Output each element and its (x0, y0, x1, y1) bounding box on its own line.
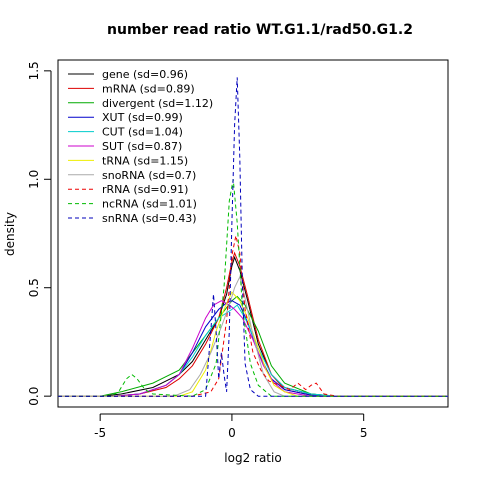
legend: gene (sd=0.96)mRNA (sd=0.89) divergent (s… (68, 68, 213, 225)
series-line-8 (58, 235, 448, 397)
legend-entry-8: rRNA (sd=0.91) (102, 183, 188, 196)
series-line-7 (58, 275, 448, 397)
series-line-5 (58, 300, 448, 397)
legend-entry-6: tRNA (sd=1.15) (102, 154, 188, 167)
legend-entry-1: mRNA (sd=0.89) (102, 82, 195, 95)
legend-entry-3: XUT (sd=0.99) (102, 111, 183, 124)
plot-frame (57, 59, 449, 408)
chart-title: number read ratio WT.G1.1/rad50.G1.2 (107, 22, 413, 38)
y-tick-label-0: 0.0 (27, 387, 41, 406)
series-layer (58, 77, 448, 397)
axis-layer: -5 0 5 0.0 0.5 1.0 1.5 (27, 61, 367, 440)
y-tick-label-2: 1.0 (27, 170, 41, 189)
y-axis-label: density (3, 212, 17, 256)
x-tick-label-1: 0 (228, 426, 236, 440)
x-tick-label-2: 5 (360, 426, 368, 440)
legend-entry-0: gene (sd=0.96) (102, 68, 188, 81)
series-line-6 (58, 291, 448, 397)
legend-entry-7: snoRNA (sd=0.7) (102, 169, 196, 182)
legend-entry-10: snRNA (sd=0.43) (102, 212, 197, 225)
series-line-2 (58, 295, 448, 397)
series-line-3 (58, 300, 448, 397)
y-tick-label-3: 1.5 (27, 61, 41, 80)
x-axis-label: log2 ratio (224, 451, 281, 465)
y-tick-label-1: 0.5 (27, 278, 41, 297)
series-line-1 (58, 251, 448, 397)
legend-entry-9: ncRNA (sd=1.01) (102, 198, 197, 211)
legend-entry-5: SUT (sd=0.87) (102, 140, 182, 153)
series-line-9 (58, 179, 448, 397)
x-tick-label-0: -5 (94, 426, 106, 440)
series-line-10 (58, 77, 448, 397)
legend-entry-4: CUT (sd=1.04) (102, 126, 183, 139)
legend-entry-2: divergent (sd=1.12) (102, 97, 213, 110)
series-line-0 (58, 255, 448, 397)
